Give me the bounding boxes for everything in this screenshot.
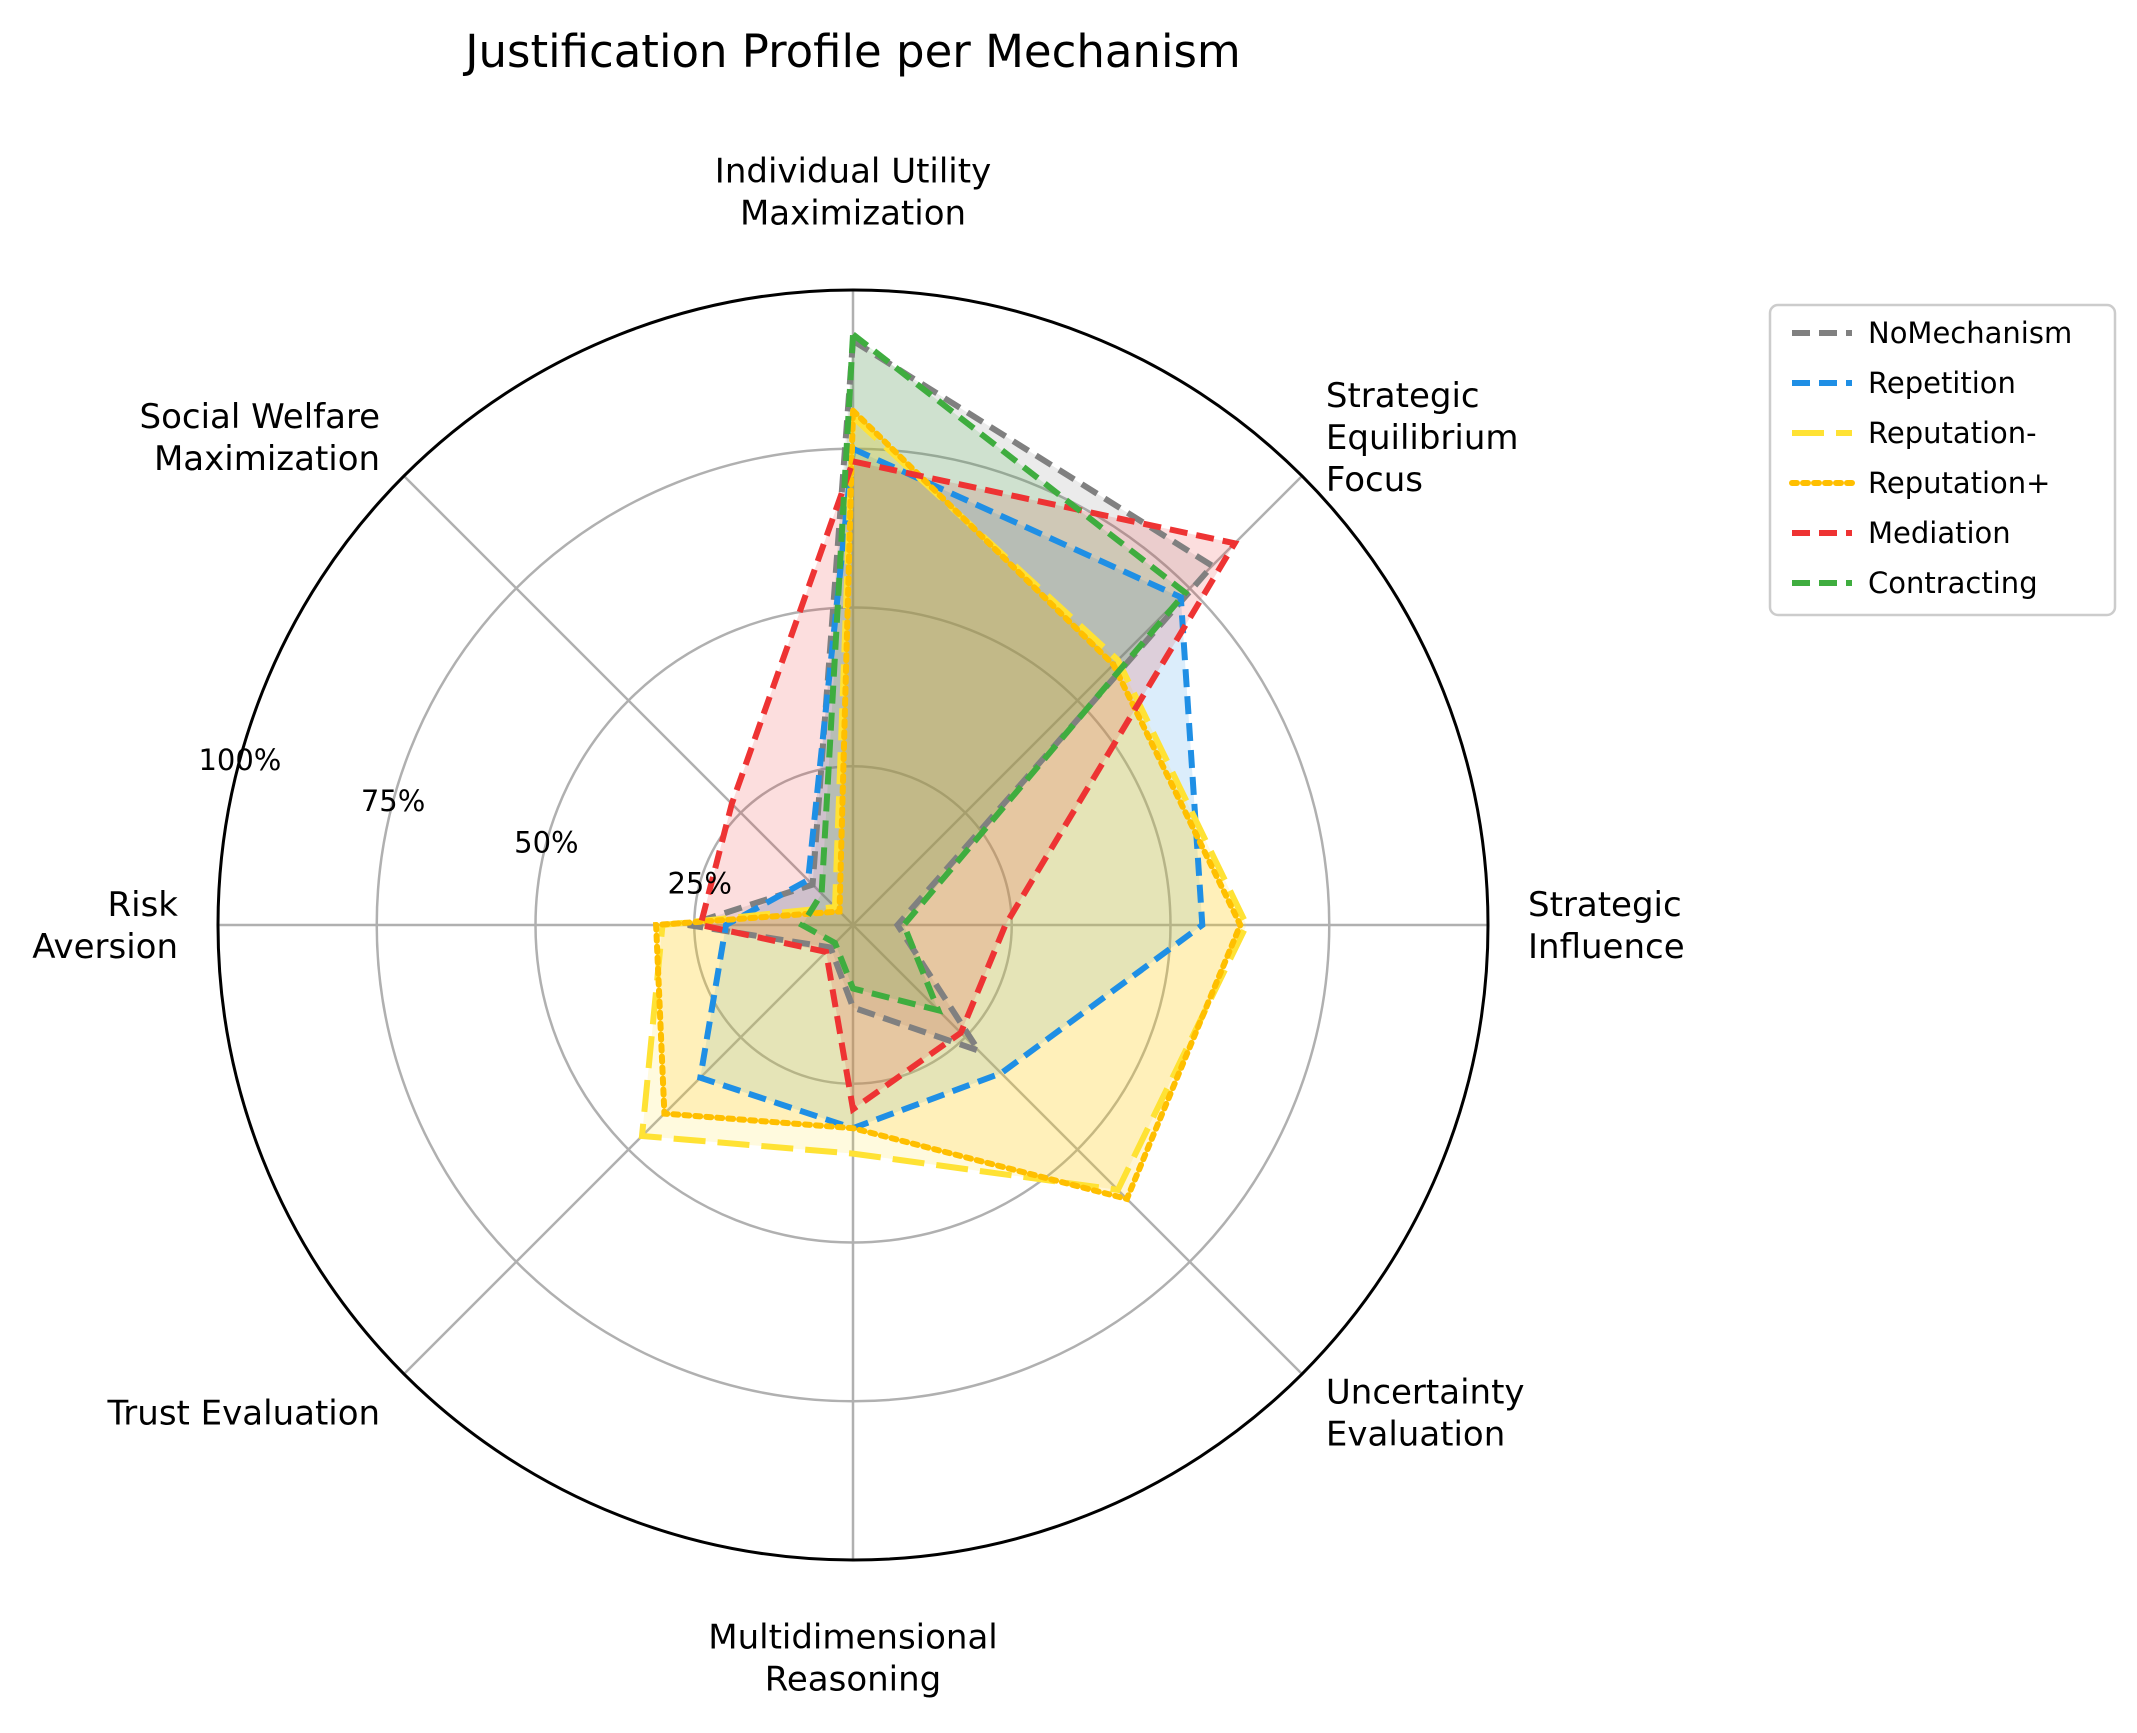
chart-title: Justification Profile per Mechanism <box>462 25 1240 78</box>
axis-spoke-5 <box>403 924 854 1375</box>
axis-label-6: Risk Aversion <box>32 885 178 967</box>
series-layer <box>638 328 1251 1203</box>
legend: NoMechanism Repetition Reputation- Reputati… <box>1768 303 2117 617</box>
series-line-reputation- <box>638 410 1251 1194</box>
legend-label-repetition: Repetition <box>1868 366 2016 400</box>
axis-labels: Individual Utility Maximization Strategic E… <box>32 152 1684 1700</box>
legend-frame <box>1768 303 2117 617</box>
series-fill-reputation- <box>642 417 1247 1190</box>
radial-tick-labels: 25% 50% 75% 100% <box>198 743 731 901</box>
axis-spoke-1 <box>852 475 1303 926</box>
axis-spoke-7 <box>403 475 854 926</box>
axis-label-3: Uncertainty Evaluation <box>1326 1373 1525 1455</box>
radar-grid <box>216 288 1490 1562</box>
axis-label-4: Multidimensional Reasoning <box>708 1618 998 1700</box>
axis-spoke-3 <box>852 924 1303 1375</box>
tick-label-100: 100% <box>198 743 281 777</box>
axis-label-7: Social Welfare Maximization <box>140 397 381 479</box>
tick-label-50: 50% <box>514 825 578 859</box>
series-fill-nomechanism <box>687 340 1213 1051</box>
axis-label-1: Strategic Equilibrium Focus <box>1326 376 1519 500</box>
series-fill-contracting <box>802 334 1186 1011</box>
legend-label-contracting: Contracting <box>1868 566 2038 600</box>
outer-ring <box>216 288 1490 1562</box>
series-line-mediation <box>696 457 1240 1115</box>
legend-label-reputation-: Reputation- <box>1868 416 2037 450</box>
axis-label-2: Strategic Influence <box>1528 885 1685 967</box>
series-fill-repetition <box>700 448 1203 1129</box>
axis-label-0: Individual Utility Maximization <box>715 152 991 234</box>
axis-label-5: Trust Evaluation <box>107 1394 381 1434</box>
legend-label-reputation+: Reputation+ <box>1868 466 2050 500</box>
legend-label-nomechanism: NoMechanism <box>1868 316 2072 350</box>
tick-label-25: 25% <box>667 867 731 901</box>
series-line-reputation+ <box>652 403 1244 1203</box>
tick-label-75: 75% <box>361 784 425 818</box>
legend-label-mediation: Mediation <box>1868 516 2011 550</box>
series-line-contracting <box>797 328 1190 1015</box>
